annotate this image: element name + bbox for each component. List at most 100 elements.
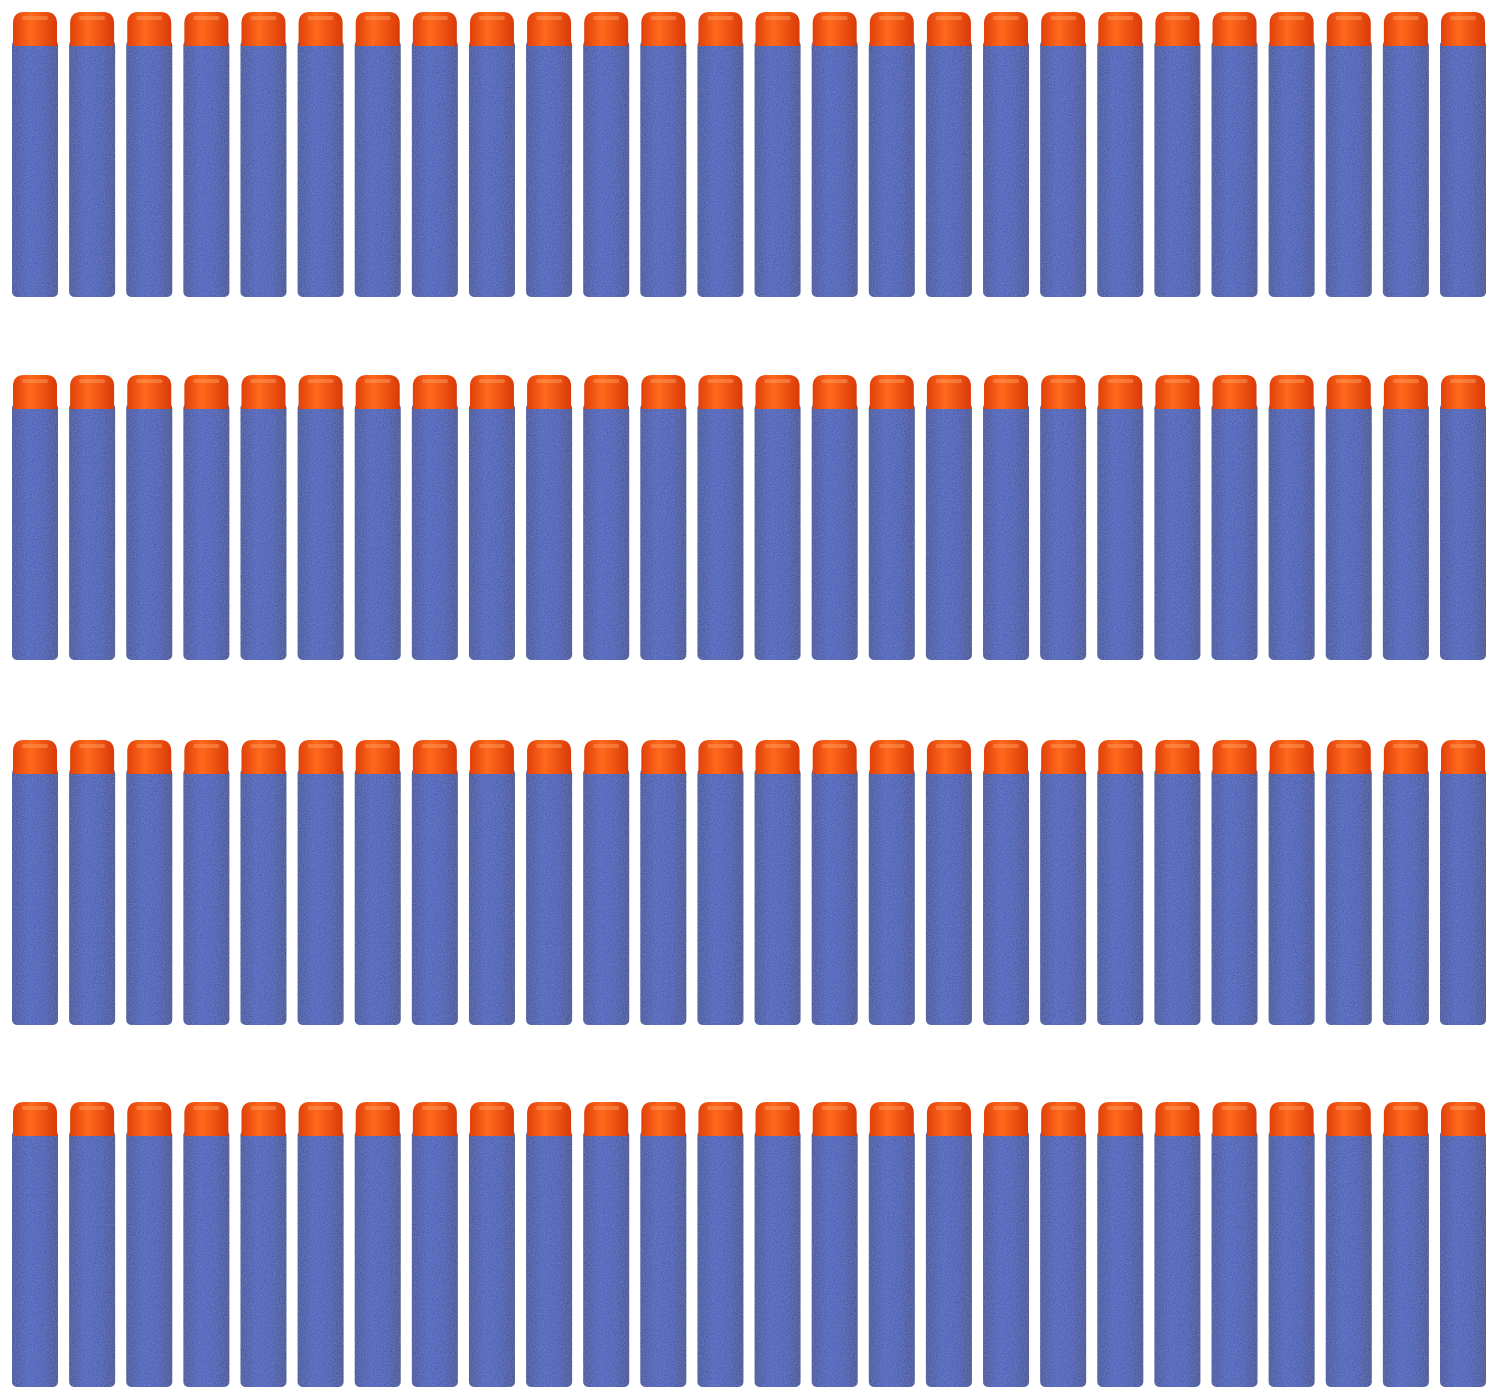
dart-tip [698,375,743,409]
tip-highlight [764,16,791,20]
dart-tip [1041,1102,1086,1136]
dart [1154,12,1201,297]
tip-highlight [650,16,677,20]
dart-tip [70,375,115,409]
dart-body [1268,1130,1315,1387]
dart-tip [1441,12,1485,46]
tip-highlight [1450,1106,1476,1110]
dart-tip [355,12,400,46]
dart-body [983,40,1030,297]
tip-highlight [593,1106,620,1110]
tip-highlight [1450,744,1476,748]
dart-body [69,768,116,1025]
dart [1268,1102,1315,1387]
dart-body [526,40,573,297]
dart [526,12,573,297]
dart-body [1040,403,1087,660]
dart [640,375,687,660]
dart-tip [1155,375,1200,409]
dart-body [411,403,458,660]
tip-highlight [1335,744,1362,748]
dart-body [925,768,972,1025]
tip-highlight [421,1106,448,1110]
dart [811,740,858,1025]
dart [925,1102,972,1387]
dart-tip [869,375,914,409]
tip-highlight [1278,16,1305,20]
tip-highlight [1164,16,1191,20]
tip-highlight [250,379,277,383]
tip-highlight [250,16,277,20]
tip-highlight [935,1106,962,1110]
tip-highlight [22,744,48,748]
dart-tip [1212,1102,1257,1136]
dart [240,12,287,297]
dart-tip [1098,12,1143,46]
tip-highlight [993,744,1020,748]
dart-body [1097,40,1144,297]
tip-highlight [1164,744,1191,748]
dart-body [1211,1130,1258,1387]
dart [12,12,58,297]
dart-body [640,768,687,1025]
tip-highlight [1450,379,1476,383]
dart [69,12,116,297]
dart-tip [527,740,572,774]
dart-tip [1041,12,1086,46]
tip-highlight [593,379,620,383]
dart [126,375,173,660]
dart [1097,1102,1144,1387]
dart-tip [1383,1102,1428,1136]
tip-highlight [1050,744,1077,748]
dart-tip [412,740,457,774]
tip-highlight [1050,16,1077,20]
dart [240,1102,287,1387]
dart-body [297,768,344,1025]
dart-tip [298,375,343,409]
dart-tip [755,375,800,409]
dart [297,740,344,1025]
dart [12,375,58,660]
dart-tip [1441,375,1485,409]
tip-highlight [764,379,791,383]
dart-tip [641,12,686,46]
dart-tip [1212,740,1257,774]
tip-highlight [136,744,163,748]
dart-body [526,768,573,1025]
dart-tip [469,375,514,409]
dart-body [1211,768,1258,1025]
dart-tip [812,1102,857,1136]
dart-tip [984,1102,1029,1136]
dart [411,375,458,660]
dart-body [411,768,458,1025]
tip-highlight [1221,1106,1248,1110]
tip-highlight [878,379,905,383]
dart [1382,12,1429,297]
dart [1382,740,1429,1025]
dart [583,375,630,660]
dart-body [297,1130,344,1387]
dart-body [1097,768,1144,1025]
dart [925,375,972,660]
tip-highlight [250,1106,277,1110]
dart-tip [584,375,629,409]
dart-tip [698,1102,743,1136]
dart-body [126,1130,173,1387]
dart-body [1097,1130,1144,1387]
tip-highlight [1164,379,1191,383]
dart-body [240,1130,287,1387]
dart-body [640,403,687,660]
dart-body [468,1130,515,1387]
dart-tip [469,740,514,774]
tip-highlight [1392,744,1419,748]
dart-body [297,40,344,297]
tip-highlight [1450,16,1476,20]
dart-tip [584,1102,629,1136]
tip-highlight [1107,744,1134,748]
tip-highlight [993,16,1020,20]
dart-body [1154,403,1201,660]
tip-highlight [593,16,620,20]
dart-body [1154,40,1201,297]
tip-highlight [79,744,106,748]
dart-tip [127,375,172,409]
